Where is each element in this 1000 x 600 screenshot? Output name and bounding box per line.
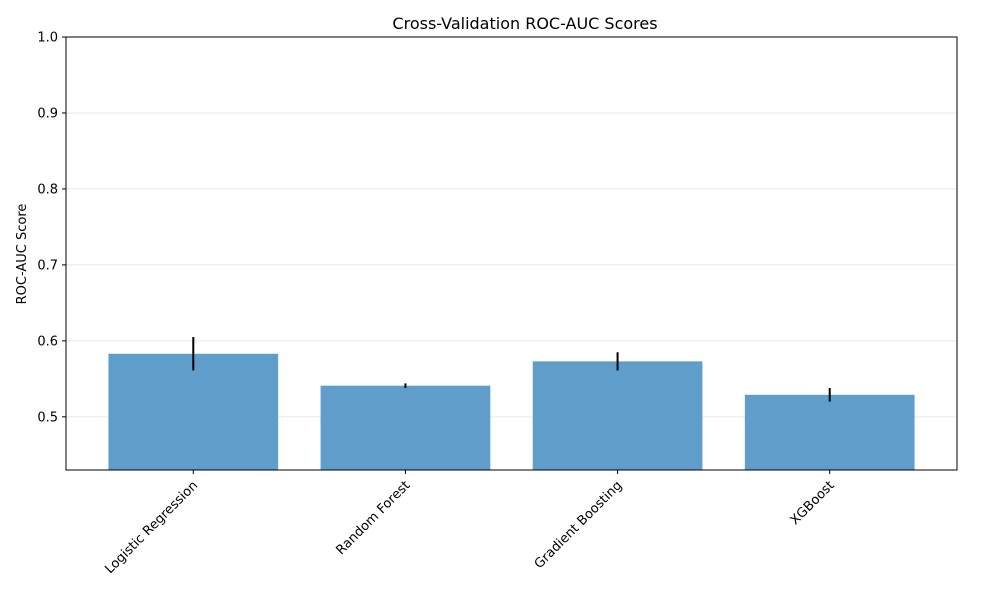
- error-bars-layer: [192, 337, 831, 402]
- chart-title: Cross-Validation ROC-AUC Scores: [392, 14, 657, 33]
- bar-xgboost: [744, 394, 915, 470]
- bar-random-forest: [320, 385, 491, 470]
- x-tick-label: Random Forest: [333, 478, 413, 558]
- y-tick-label: 0.8: [37, 182, 58, 197]
- x-tick-label: XGBoost: [788, 478, 838, 528]
- y-axis-label: ROC-AUC Score: [15, 204, 30, 305]
- x-tick-label: Gradient Boosting: [532, 478, 626, 572]
- y-tick-label: 0.5: [37, 410, 58, 425]
- x-axis-ticks: Logistic Regression Random Forest Gradient…: [102, 470, 838, 577]
- bar-logistic-regression: [108, 353, 279, 470]
- y-tick-label: 1.0: [37, 31, 58, 46]
- y-tick-label: 0.7: [37, 258, 58, 273]
- x-tick-label: Logistic Regression: [102, 478, 201, 577]
- y-axis-ticks: 0.5 0.6 0.7 0.8 0.9 1.0: [37, 31, 66, 425]
- y-tick-label: 0.9: [37, 106, 58, 121]
- bar-gradient-boosting: [532, 361, 703, 470]
- bars-layer: [108, 353, 915, 470]
- plot-area-frame: [65, 36, 958, 471]
- y-tick-label: 0.6: [37, 334, 58, 349]
